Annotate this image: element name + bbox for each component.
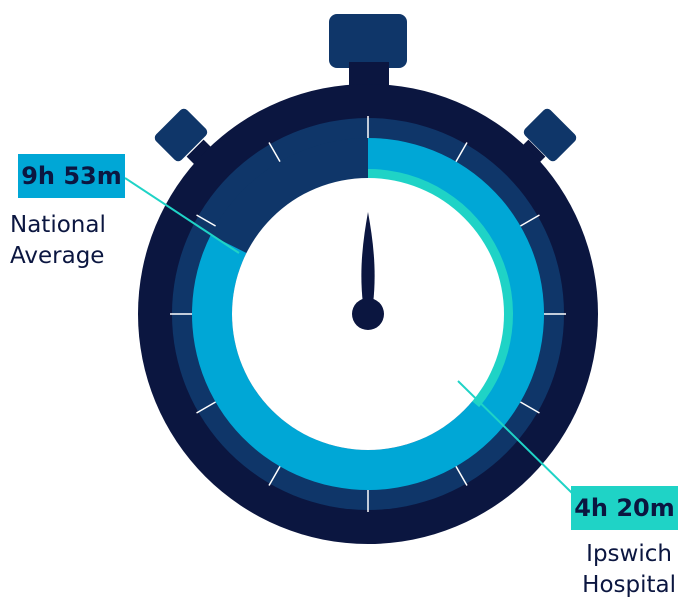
- stopwatch-tick: [196, 401, 216, 414]
- stopwatch-tick: [268, 142, 281, 162]
- national-average-label: National Average: [10, 210, 106, 272]
- ipswich-hospital-label-line2: Hospital: [582, 572, 676, 598]
- stopwatch-tick: [455, 466, 468, 486]
- stopwatch-tick: [520, 401, 540, 414]
- stopwatch-tick: [455, 142, 468, 162]
- national-callout-line: [124, 177, 240, 254]
- ipswich-hospital-value: 4h 20m: [574, 494, 675, 522]
- stopwatch-tick: [268, 466, 281, 486]
- stopwatch-crown-button: [329, 14, 407, 68]
- ipswich-callout-line: [457, 380, 573, 494]
- national-average-label-line1: National: [10, 212, 106, 238]
- stopwatch-tick: [520, 214, 540, 227]
- ipswich-hospital-value-badge: 4h 20m: [571, 486, 678, 530]
- national-average-value-badge: 9h 53m: [18, 154, 125, 198]
- stopwatch-hand-hub: [352, 298, 384, 330]
- national-average-value: 9h 53m: [21, 162, 122, 190]
- ipswich-hospital-label-line1: Ipswich: [586, 541, 672, 567]
- stopwatch-hand: [361, 212, 375, 304]
- stopwatch-ticks: [170, 116, 566, 512]
- national-average-label-line2: Average: [10, 243, 105, 269]
- stopwatch-left-button: [154, 108, 208, 162]
- ipswich-hospital-label: Ipswich Hospital: [582, 539, 676, 601]
- stopwatch-tick: [196, 214, 216, 227]
- stopwatch-right-button: [523, 108, 577, 162]
